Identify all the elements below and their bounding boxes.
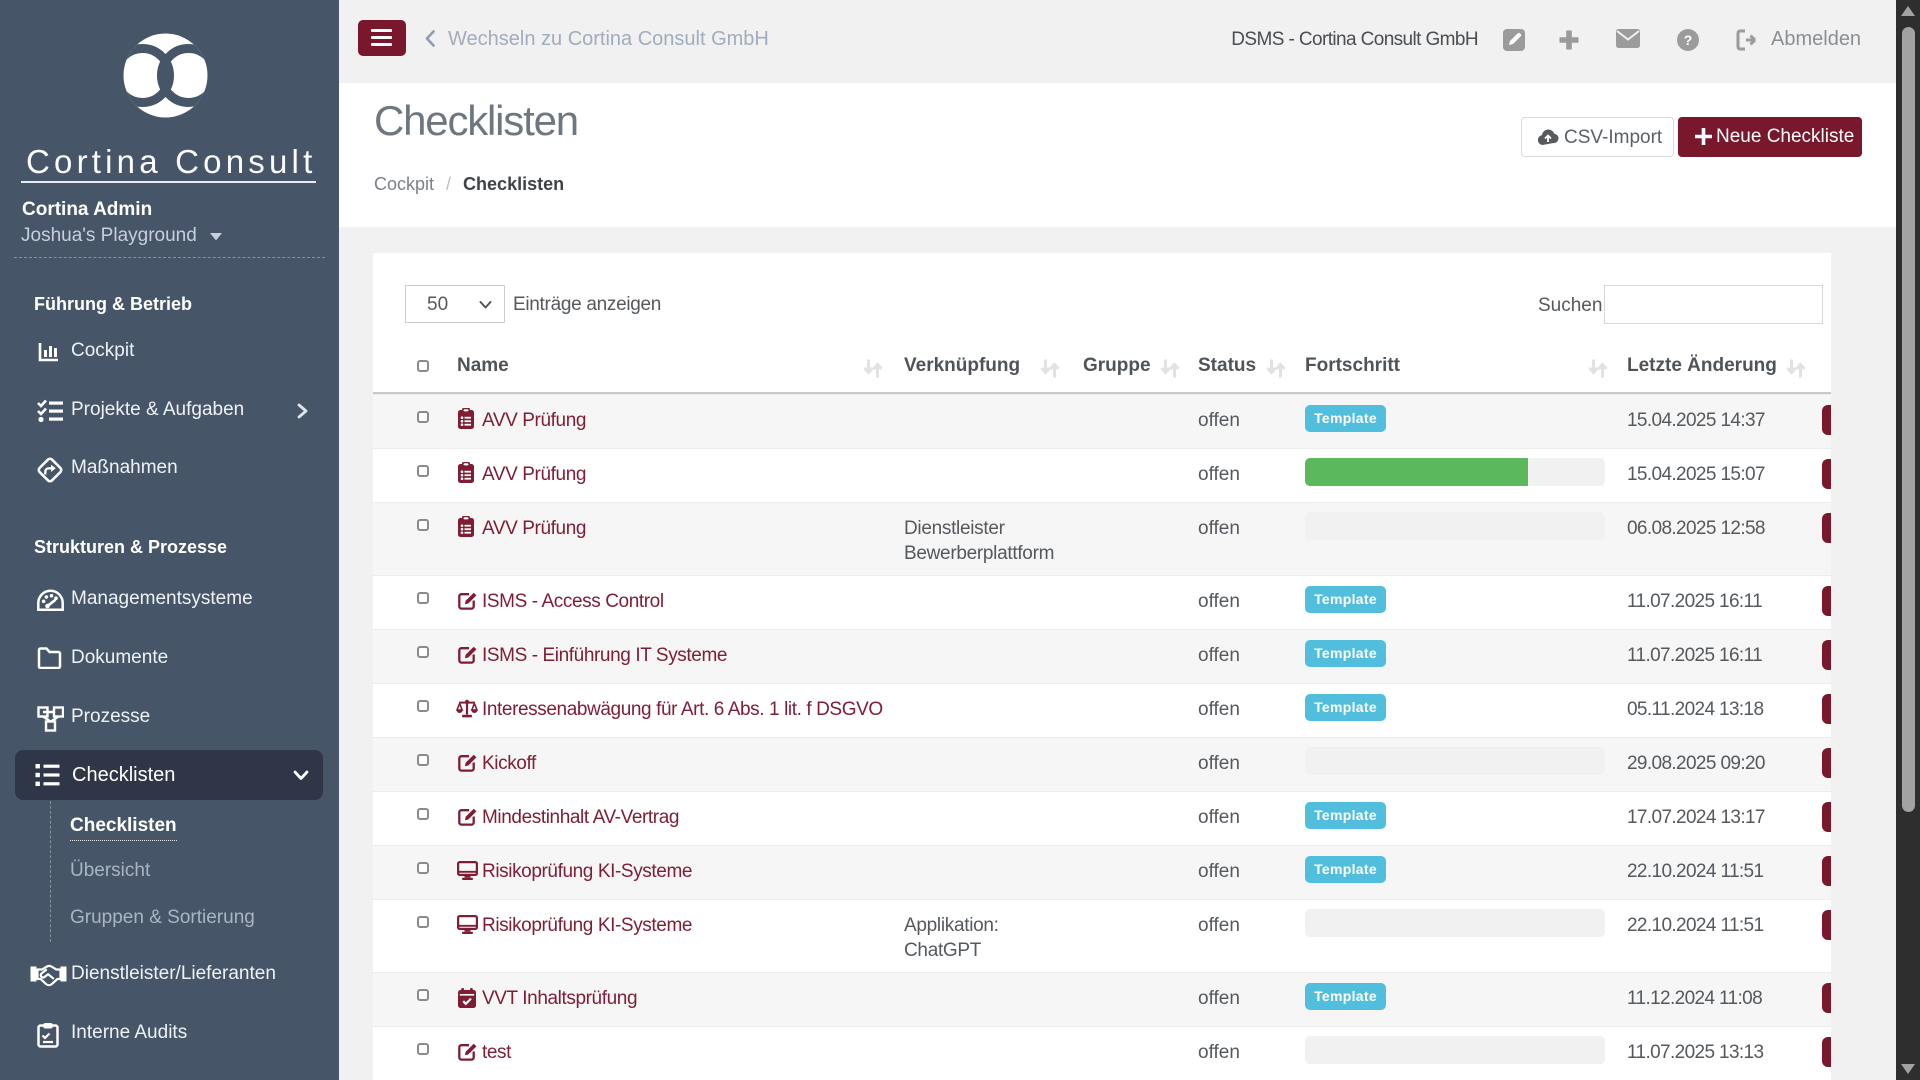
svg-text:?: ?	[1684, 32, 1693, 48]
